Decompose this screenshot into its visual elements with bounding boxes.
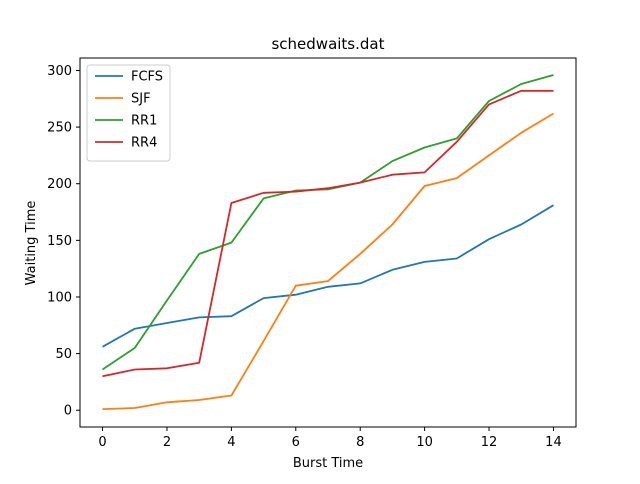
chart-title: schedwaits.dat [271, 35, 384, 53]
x-tick-label: 4 [227, 435, 235, 450]
x-tick-label: 6 [292, 435, 300, 450]
series-line-sjf [102, 112, 554, 410]
x-tick-label: 8 [356, 435, 364, 450]
legend: FCFS SJF RR1 RR4 [86, 64, 171, 162]
series-line-rr4 [102, 89, 554, 378]
x-axis-label: Burst Time [293, 456, 363, 471]
y-axis-label: Waiting Time [24, 201, 39, 286]
x-tick-label: 12 [481, 435, 498, 450]
x-tick-label: 0 [98, 435, 106, 450]
y-axis: 0 50 100 150 200 250 300 [47, 64, 80, 419]
plot-frame [79, 57, 577, 428]
y-tick-label: 200 [47, 177, 72, 192]
legend-label-rr1: RR1 [131, 114, 157, 129]
y-tick-label: 250 [47, 121, 72, 136]
legend-label-rr4: RR4 [131, 136, 157, 151]
y-tick-label: 300 [47, 64, 72, 79]
legend-box [86, 64, 171, 162]
x-tick-label: 14 [545, 435, 562, 450]
y-tick-label: 50 [55, 347, 72, 362]
series-line-rr1 [101, 74, 554, 371]
x-tick-label: 10 [416, 435, 433, 450]
series-layer [101, 74, 554, 410]
legend-label-sjf: SJF [131, 92, 151, 107]
y-tick-label: 0 [64, 404, 72, 419]
x-tick-label: 2 [163, 435, 171, 450]
legend-label-fcfs: FCFS [131, 70, 163, 85]
y-tick-label: 150 [47, 234, 72, 249]
x-axis: 0 2 4 6 8 10 12 14 [98, 427, 562, 450]
series-line-fcfs [102, 204, 554, 348]
y-tick-label: 100 [47, 290, 72, 305]
